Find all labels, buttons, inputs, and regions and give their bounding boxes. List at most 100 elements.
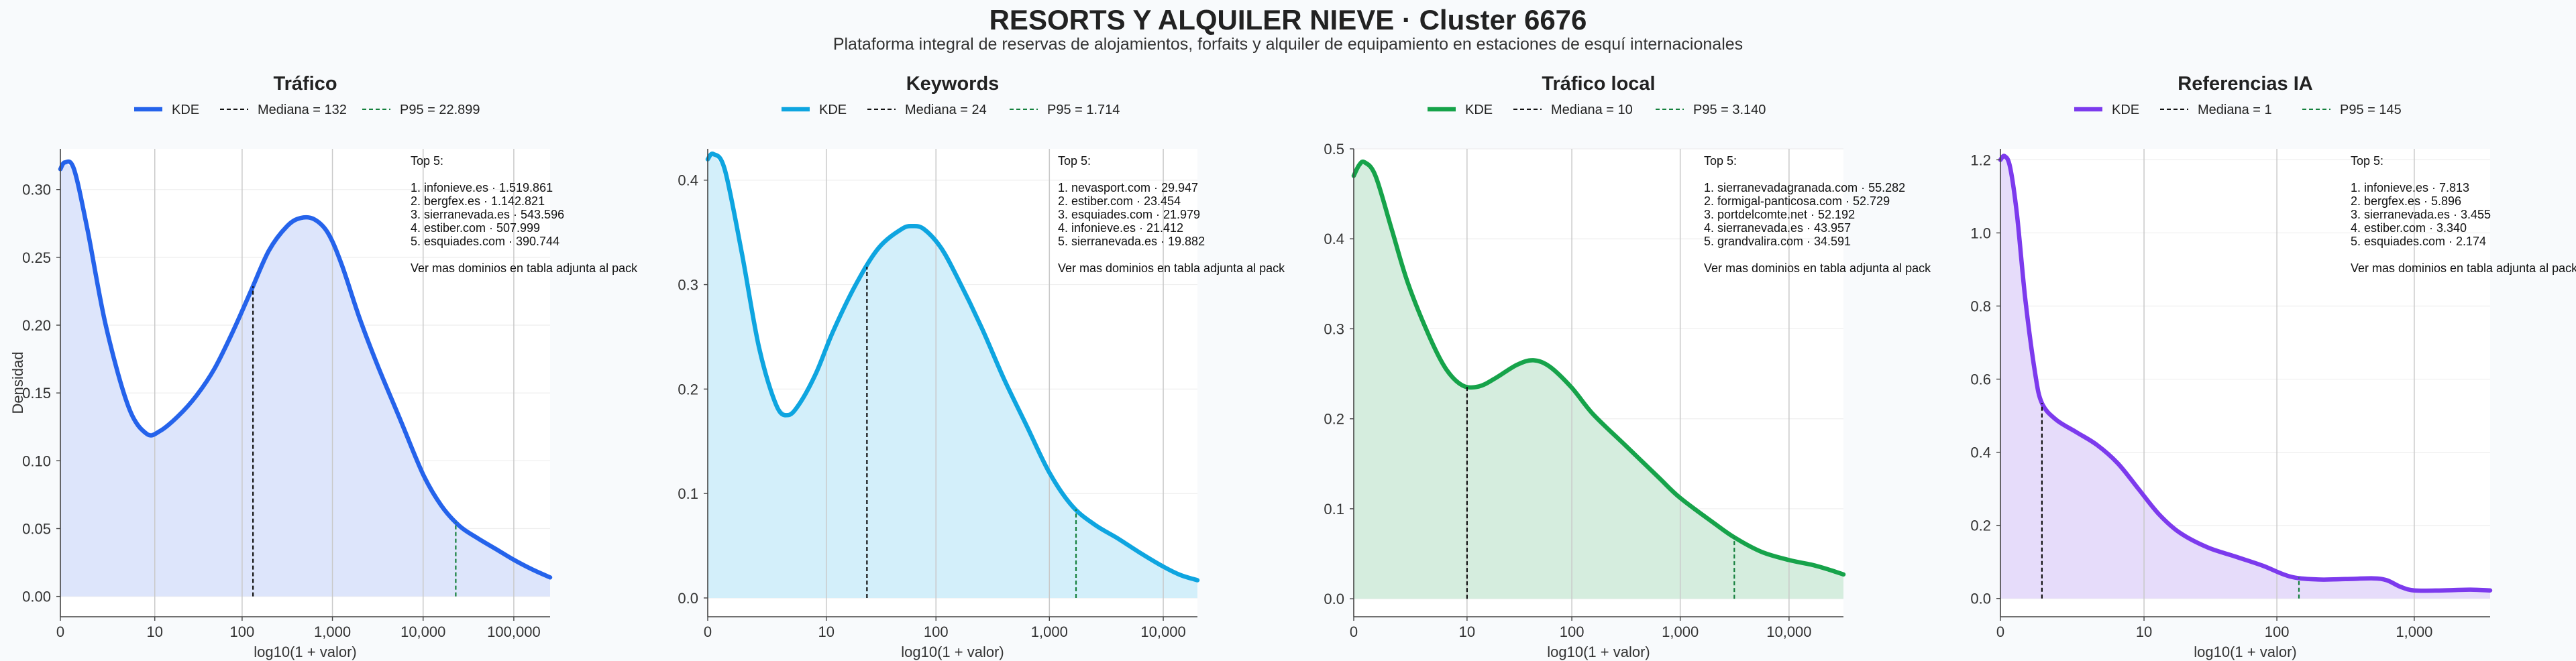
legend-p95-label: P95 = 22.899 — [400, 103, 480, 117]
x-tick-label: 100 — [1560, 623, 1585, 640]
x-tick-label: 10 — [146, 623, 162, 640]
annotation-line: 5. grandvalira.com · 34.591 — [1704, 235, 1851, 248]
annotation-line: 4. infonieve.es · 21.412 — [1058, 221, 1183, 235]
x-tick-label: 10,000 — [1766, 623, 1811, 640]
x-axis-label: log10(1 + valor) — [2194, 644, 2296, 660]
y-tick-label: 0.4 — [1324, 231, 1344, 247]
x-tick-label: 1,000 — [314, 623, 351, 640]
x-tick-label: 100 — [2265, 623, 2290, 640]
legend-p95-label: P95 = 145 — [2340, 103, 2402, 117]
x-tick-label: 0 — [704, 623, 712, 640]
kde-area — [2000, 156, 2490, 599]
y-tick-label: 0.3 — [1324, 320, 1344, 337]
legend-p95-label: P95 = 3.140 — [1693, 103, 1766, 117]
x-tick-label: 10 — [2136, 623, 2152, 640]
annotation-line: 5. esquiades.com · 2.174 — [2351, 235, 2486, 248]
x-tick-label: 100 — [924, 623, 949, 640]
x-tick-label: 0 — [1996, 623, 2004, 640]
x-tick-label: 1,000 — [1662, 623, 1699, 640]
y-tick-label: 1.0 — [1970, 225, 1991, 241]
y-tick-label: 0.20 — [22, 317, 51, 334]
annotation-line: Top 5: — [2351, 154, 2383, 168]
x-axis-label: log10(1 + valor) — [1547, 644, 1650, 660]
annotation-line: 5. sierranevada.es · 19.882 — [1058, 235, 1205, 248]
panel-title: Tráfico local — [1542, 73, 1655, 95]
annotation-line: 2. formigal-panticosa.com · 52.729 — [1704, 194, 1890, 208]
kde-line — [1998, 154, 2493, 593]
panel-title: Tráfico — [273, 73, 337, 95]
annotation-line: 3. sierranevada.es · 3.455 — [2351, 208, 2491, 221]
kde-line — [1351, 159, 1846, 577]
y-tick-label: 0.4 — [678, 172, 698, 189]
annotation-line: 2. bergfex.es · 5.896 — [2351, 194, 2461, 208]
annotation-line: 2. estiber.com · 23.454 — [1058, 194, 1181, 208]
x-tick-label: 1,000 — [1031, 623, 1068, 640]
annotation-line: 1. infonieve.es · 1.519.861 — [411, 181, 553, 194]
legend: KDE Mediana = 132 P95 = 22.899 — [134, 103, 480, 117]
y-tick-label: 0.0 — [678, 590, 698, 607]
annotation-line: 5. esquiades.com · 390.744 — [411, 235, 559, 248]
legend-p95-label: P95 = 1.714 — [1047, 103, 1120, 117]
figure-title: RESORTS Y ALQUILER NIEVE · Cluster 6676 — [989, 4, 1587, 36]
top5-annotation: Top 5: 1. sierranevadagranada.com · 55.28… — [1704, 154, 1931, 275]
annotation-line: 4. estiber.com · 507.999 — [411, 221, 540, 235]
x-tick-label: 100 — [230, 623, 255, 640]
legend-median-label: Mediana = 1 — [2198, 103, 2272, 117]
legend-median-label: Mediana = 132 — [258, 103, 347, 117]
y-tick-label: 0.5 — [1324, 141, 1344, 158]
y-tick-label: 0.8 — [1970, 298, 1991, 314]
panel-2: 0.0 0.1 0.2 0.3 0.4 0 10 100 1,000 10,000 log10(1 … — [678, 73, 1285, 660]
y-tick-label: 0.0 — [1324, 591, 1344, 607]
legend-kde-label: KDE — [172, 103, 199, 117]
y-tick-label: 1.2 — [1970, 152, 1991, 168]
x-axis-label: log10(1 + valor) — [901, 644, 1004, 660]
annotation-line: 1. sierranevadagranada.com · 55.282 — [1704, 181, 1905, 194]
legend-median-label: Mediana = 10 — [1551, 103, 1633, 117]
annotation-line: Top 5: — [1058, 154, 1091, 168]
annotation-line: 4. sierranevada.es · 43.957 — [1704, 221, 1851, 235]
x-tick-label: 10 — [818, 623, 834, 640]
x-tick-label: 10,000 — [400, 623, 445, 640]
y-tick-label: 0.10 — [22, 453, 51, 469]
y-tick-label: 0.25 — [22, 249, 51, 266]
annotation-line: Top 5: — [1704, 154, 1737, 168]
annotation-line: Ver mas dominios en tabla adjunta al pac… — [1058, 261, 1285, 275]
panel-title: Referencias IA — [2178, 73, 2313, 95]
y-tick-label: 0.2 — [1970, 518, 1991, 534]
x-tick-label: 0 — [56, 623, 64, 640]
y-tick-label: 0.05 — [22, 520, 51, 537]
x-tick-label: 10,000 — [1140, 623, 1185, 640]
annotation-line: Ver mas dominios en tabla adjunta al pac… — [1704, 261, 1931, 275]
y-tick-label: 0.6 — [1970, 371, 1991, 388]
annotation-line: 2. bergfex.es · 1.142.821 — [411, 194, 545, 208]
annotation-line: Top 5: — [411, 154, 443, 168]
kde-area — [708, 154, 1197, 598]
annotation-line: 4. estiber.com · 3.340 — [2351, 221, 2467, 235]
y-tick-label: 0.00 — [22, 589, 51, 605]
kde-line — [58, 159, 553, 580]
panel-1: 0.00 0.05 0.10 0.15 0.20 0.25 0.30 0 10 100 1,000 1… — [22, 73, 638, 660]
panel-4: 0.0 0.2 0.4 0.6 0.8 1.0 1.2 0 10 100 1,000 log10(1 … — [1970, 73, 2576, 660]
y-tick-label: 0.15 — [22, 385, 51, 402]
y-tick-label: 0.1 — [678, 485, 698, 502]
legend-kde-label: KDE — [819, 103, 847, 117]
x-tick-label: 10 — [1459, 623, 1475, 640]
legend: KDE Mediana = 10 P95 = 3.140 — [1428, 103, 1766, 117]
legend-kde-label: KDE — [1465, 103, 1493, 117]
y-tick-label: 0.0 — [1970, 591, 1991, 607]
y-tick-label: 0.2 — [1324, 411, 1344, 428]
kde-area — [1354, 162, 1843, 599]
y-tick-label: 0.1 — [1324, 501, 1344, 518]
y-tick-label: 0.4 — [1970, 444, 1991, 461]
y-tick-label: 0.3 — [678, 277, 698, 294]
legend-median-label: Mediana = 24 — [905, 103, 987, 117]
annotation-line: 1. nevasport.com · 29.947 — [1058, 181, 1198, 194]
annotation-line: Ver mas dominios en tabla adjunta al pac… — [2351, 261, 2576, 275]
y-tick-label: 0.30 — [22, 182, 51, 198]
panel-title: Keywords — [906, 73, 1000, 95]
x-tick-label: 1,000 — [2396, 623, 2432, 640]
